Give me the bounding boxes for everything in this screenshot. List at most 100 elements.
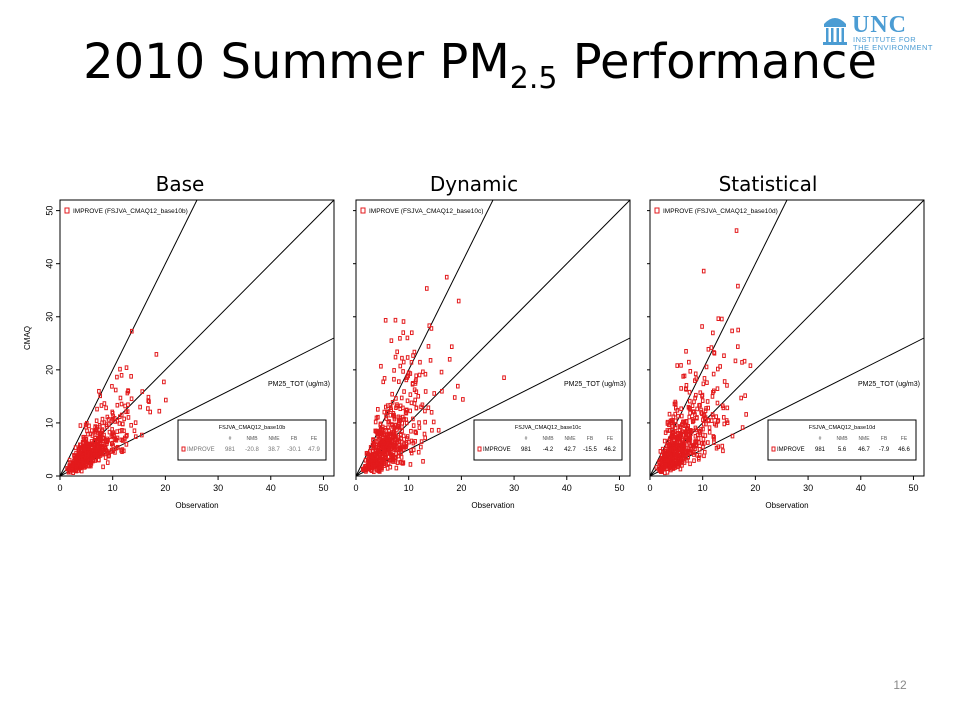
x-tick-label: 20 (750, 483, 760, 493)
data-point (71, 470, 75, 475)
data-point (75, 461, 79, 467)
data-point (124, 433, 129, 439)
data-point (675, 441, 680, 447)
data-point (408, 462, 413, 467)
data-point (673, 411, 677, 417)
data-point (89, 444, 94, 449)
legend-marker (360, 207, 366, 214)
stats-marker (771, 446, 776, 452)
stats-marker (181, 446, 186, 452)
data-point (401, 369, 405, 374)
stats-header: # (525, 436, 528, 442)
data-point (115, 402, 120, 408)
data-point (147, 399, 151, 404)
panel-label-dynamic: Dynamic (429, 172, 519, 196)
ref-line-1to1 (356, 200, 630, 476)
data-point (154, 352, 159, 357)
data-point (663, 463, 668, 469)
data-point (70, 462, 75, 468)
stats-value: 5.6 (838, 447, 847, 453)
data-point (402, 444, 407, 450)
data-point (688, 368, 693, 374)
data-point (420, 402, 425, 408)
stats-value: 46.7 (858, 447, 870, 453)
data-point (379, 363, 383, 369)
data-point (706, 405, 711, 411)
slide-title-end: Performance (557, 34, 877, 90)
data-point (373, 419, 378, 425)
data-point (82, 434, 87, 440)
stats-value: -4.2 (543, 447, 554, 453)
data-point (702, 449, 707, 455)
data-point (711, 434, 716, 439)
legend-marker (64, 207, 70, 214)
data-point (101, 436, 106, 441)
data-point (119, 437, 124, 443)
data-point (667, 422, 671, 428)
data-point (675, 363, 679, 368)
data-point (109, 441, 114, 447)
data-point (105, 441, 109, 446)
data-point (725, 405, 730, 411)
data-point (698, 432, 703, 437)
data-point (377, 455, 382, 460)
scatter-svg-dynamic: 0 10 20 30 40 50 Observation IMPROVE (FSJVA_CMA… (353, 199, 631, 510)
data-point (376, 414, 380, 420)
old-well-icon (823, 18, 847, 45)
data-point (116, 444, 120, 450)
data-point (115, 374, 119, 380)
data-point (691, 409, 696, 414)
data-point (408, 392, 413, 397)
data-point (656, 466, 661, 472)
data-point (118, 395, 123, 401)
data-point (105, 436, 109, 442)
data-point (664, 453, 669, 458)
ref-line-2to1 (650, 200, 788, 476)
x-tick-label: 50 (908, 483, 918, 493)
data-point (396, 414, 401, 420)
data-point (695, 453, 700, 458)
stats-value: 46.2 (604, 447, 616, 453)
stats-value: -30.1 (287, 447, 301, 453)
stats-header: FE (311, 436, 318, 442)
data-point (667, 428, 672, 433)
data-point (417, 420, 421, 425)
data-point (679, 424, 683, 430)
stats-header: FB (291, 436, 298, 442)
scatter-svg-statistical: 0 10 20 30 40 50 Observation IMPROVE (FSJVA_CMA… (647, 199, 925, 510)
x-tick-label: 10 (108, 483, 118, 493)
data-point (423, 435, 427, 441)
data-point (409, 428, 413, 434)
data-point (667, 411, 672, 417)
data-point (699, 410, 703, 415)
data-point (665, 469, 670, 475)
data-point (97, 388, 101, 394)
data-point (694, 392, 698, 398)
data-point (77, 445, 82, 450)
data-point (118, 366, 122, 372)
data-point (133, 420, 138, 425)
data-point (419, 439, 424, 444)
data-point (378, 422, 383, 428)
data-point (722, 379, 727, 384)
data-point (148, 409, 153, 415)
data-point (711, 414, 716, 420)
logo-subtitle-line1: INSTITUTE FOR (853, 35, 917, 44)
data-point (710, 412, 715, 417)
y-tick-label: 50 (44, 206, 54, 216)
data-point (712, 436, 716, 442)
data-point (146, 394, 151, 400)
data-point (96, 436, 100, 441)
data-point (419, 444, 423, 450)
data-point (423, 419, 427, 425)
data-point (380, 432, 385, 438)
data-point (398, 432, 403, 437)
data-point (432, 391, 437, 396)
data-point (398, 406, 403, 412)
data-point (410, 381, 415, 387)
data-point (140, 432, 144, 438)
stats-header: NME (268, 436, 280, 442)
data-point (363, 457, 368, 463)
data-point (686, 404, 691, 410)
data-point (394, 396, 398, 401)
